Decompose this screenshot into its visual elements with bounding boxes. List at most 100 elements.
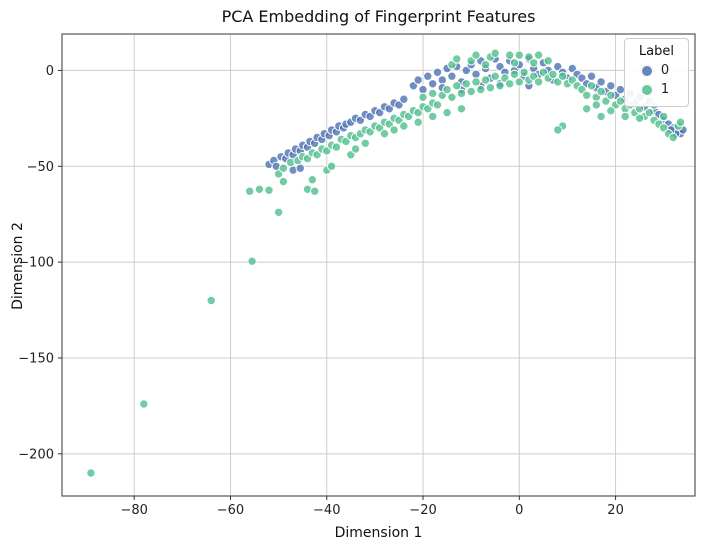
scatter-point (485, 83, 496, 93)
scatter-point (254, 184, 265, 195)
scatter-point (543, 56, 553, 66)
chart-title: PCA Embedding of Fingerprint Features (221, 7, 536, 26)
scatter-point (586, 81, 597, 91)
legend-title: Label (638, 44, 674, 59)
scatter-point (514, 50, 524, 60)
scatter-point (413, 117, 423, 127)
scatter-point (471, 50, 481, 60)
scatter-point (360, 138, 370, 149)
legend: Label 0 1 (623, 38, 689, 107)
scatter-point (326, 161, 337, 172)
scatter-point (447, 92, 457, 103)
x-axis-label: Dimension 1 (334, 525, 423, 541)
scatter-point (278, 163, 289, 173)
scatter-point (442, 84, 452, 95)
y-tick-label: −200 (18, 447, 54, 462)
scatter-point (206, 295, 216, 306)
scatter-point (307, 175, 317, 185)
scatter-point (432, 67, 443, 78)
scatter-point (452, 81, 462, 91)
scatter-point (461, 79, 471, 89)
legend-entry-0: 0 (635, 61, 674, 80)
scatter-point (247, 256, 257, 266)
scatter-point (495, 81, 505, 91)
scatter-point (447, 71, 457, 81)
scatter-point (606, 90, 616, 101)
y-axis-label: Dimension 2 (10, 222, 26, 310)
scatter-point (476, 84, 486, 95)
scatter-point (452, 54, 462, 64)
scatter-point (456, 88, 467, 99)
scatter-point (295, 163, 305, 173)
scatter-point (596, 86, 606, 97)
scatter-point (606, 81, 616, 91)
scatter-point (548, 69, 558, 80)
scatter-point (389, 125, 399, 135)
scatter-point (505, 79, 515, 89)
scatter-point (644, 107, 654, 118)
scatter-point (278, 176, 289, 187)
scatter-point (591, 100, 601, 110)
axes-spine (61, 33, 696, 497)
scatter-point (634, 113, 645, 124)
scatter-point (553, 125, 563, 135)
scatter-point (596, 77, 606, 87)
scatter-point (428, 88, 438, 99)
scatter-point (586, 71, 597, 81)
scatter-point (519, 67, 529, 78)
scatter-point (471, 77, 481, 87)
x-tick-label: −80 (120, 503, 147, 518)
scatter-point (245, 186, 255, 196)
scatter-point (596, 111, 606, 122)
scatter-point (379, 129, 390, 139)
y-tick-label: 0 (46, 64, 54, 79)
scatter-point (533, 77, 544, 87)
scatter-point (675, 117, 686, 127)
scatter-point (456, 104, 467, 114)
x-tick-label: −20 (409, 503, 436, 518)
scatter-point (428, 79, 438, 89)
scatter-point (480, 75, 491, 85)
scatter-point (557, 71, 568, 81)
scatter-point (659, 111, 669, 122)
x-tick-label: 0 (515, 503, 523, 518)
scatter-series-1 (86, 48, 686, 478)
scatter-point (442, 107, 452, 118)
y-tick-label: −150 (18, 351, 54, 366)
scatter-point (350, 144, 361, 154)
scatter-point (86, 468, 96, 478)
scatter-point (620, 111, 630, 122)
scatter-point (423, 71, 433, 81)
scatter-point (509, 69, 520, 80)
scatter-point (310, 186, 320, 196)
legend-marker-0-icon (640, 64, 653, 77)
scatter-point (139, 399, 149, 409)
scatter-point (668, 132, 678, 143)
scatter-point (418, 84, 428, 95)
scatter-point (529, 58, 539, 68)
scatter-point (413, 75, 423, 85)
scatter-point (582, 90, 592, 101)
scatter-point (437, 75, 447, 85)
scatter-point (533, 50, 544, 60)
scatter-point (273, 207, 284, 218)
scatter-point (264, 185, 274, 195)
scatter-point (432, 100, 443, 110)
legend-label-1: 1 (660, 82, 670, 97)
y-tick-label: −100 (18, 256, 54, 271)
scatter-point (505, 50, 515, 60)
legend-marker-1-icon (640, 83, 653, 96)
scatter-point (399, 121, 409, 131)
scatter-point (480, 59, 491, 70)
y-tick-label: −50 (27, 160, 54, 175)
scatter-point (582, 104, 592, 114)
scatter-point (606, 106, 616, 116)
scatter-point (490, 71, 500, 81)
legend-label-0: 0 (660, 63, 670, 78)
scatter-point (428, 111, 438, 122)
scatter-point (509, 58, 520, 68)
x-tick-label: −40 (313, 503, 340, 518)
